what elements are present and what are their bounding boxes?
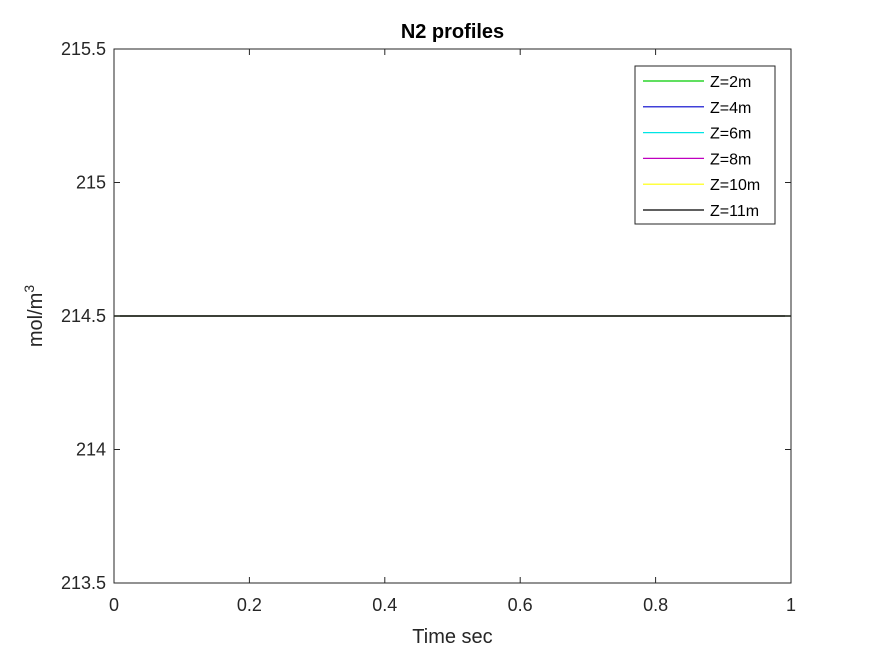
y-axis-label: mol/m3 [21, 285, 47, 347]
x-tick-label: 0.8 [643, 595, 668, 615]
x-axis-label: Time sec [412, 626, 492, 648]
legend-label: Z=11m [710, 203, 759, 220]
y-axis-label-text: mol/m [25, 293, 47, 347]
y-tick-label: 213.5 [61, 573, 106, 593]
x-ticks: 0 0.2 0.4 0.6 0.8 1 [109, 49, 796, 615]
x-tick-label: 0.6 [508, 595, 533, 615]
legend: Z=2m Z=4m Z=6m Z=8m Z=10m Z=11m [634, 65, 776, 225]
y-ticks: 213.5 214 214.5 215 215.5 [61, 39, 791, 593]
x-tick-label: 0.2 [237, 595, 262, 615]
legend-label: Z=2m [710, 74, 751, 91]
legend-label: Z=4m [710, 100, 751, 117]
y-tick-label: 214.5 [61, 306, 106, 326]
y-tick-label: 214 [76, 440, 106, 460]
x-tick-label: 1 [786, 595, 796, 615]
x-tick-label: 0 [109, 595, 119, 615]
legend-label: Z=10m [710, 177, 760, 194]
legend-items: Z=2m Z=4m Z=6m Z=8m Z=10m Z=11m [643, 74, 760, 220]
y-tick-label: 215 [76, 173, 106, 193]
y-tick-label: 215.5 [61, 39, 106, 59]
legend-label: Z=6m [710, 126, 751, 143]
x-tick-label: 0.4 [372, 595, 397, 615]
legend-box [634, 65, 776, 225]
chart-title: N2 profiles [401, 21, 504, 43]
y-axis-label-superscript: 3 [21, 285, 37, 293]
legend-label: Z=8m [710, 151, 751, 168]
